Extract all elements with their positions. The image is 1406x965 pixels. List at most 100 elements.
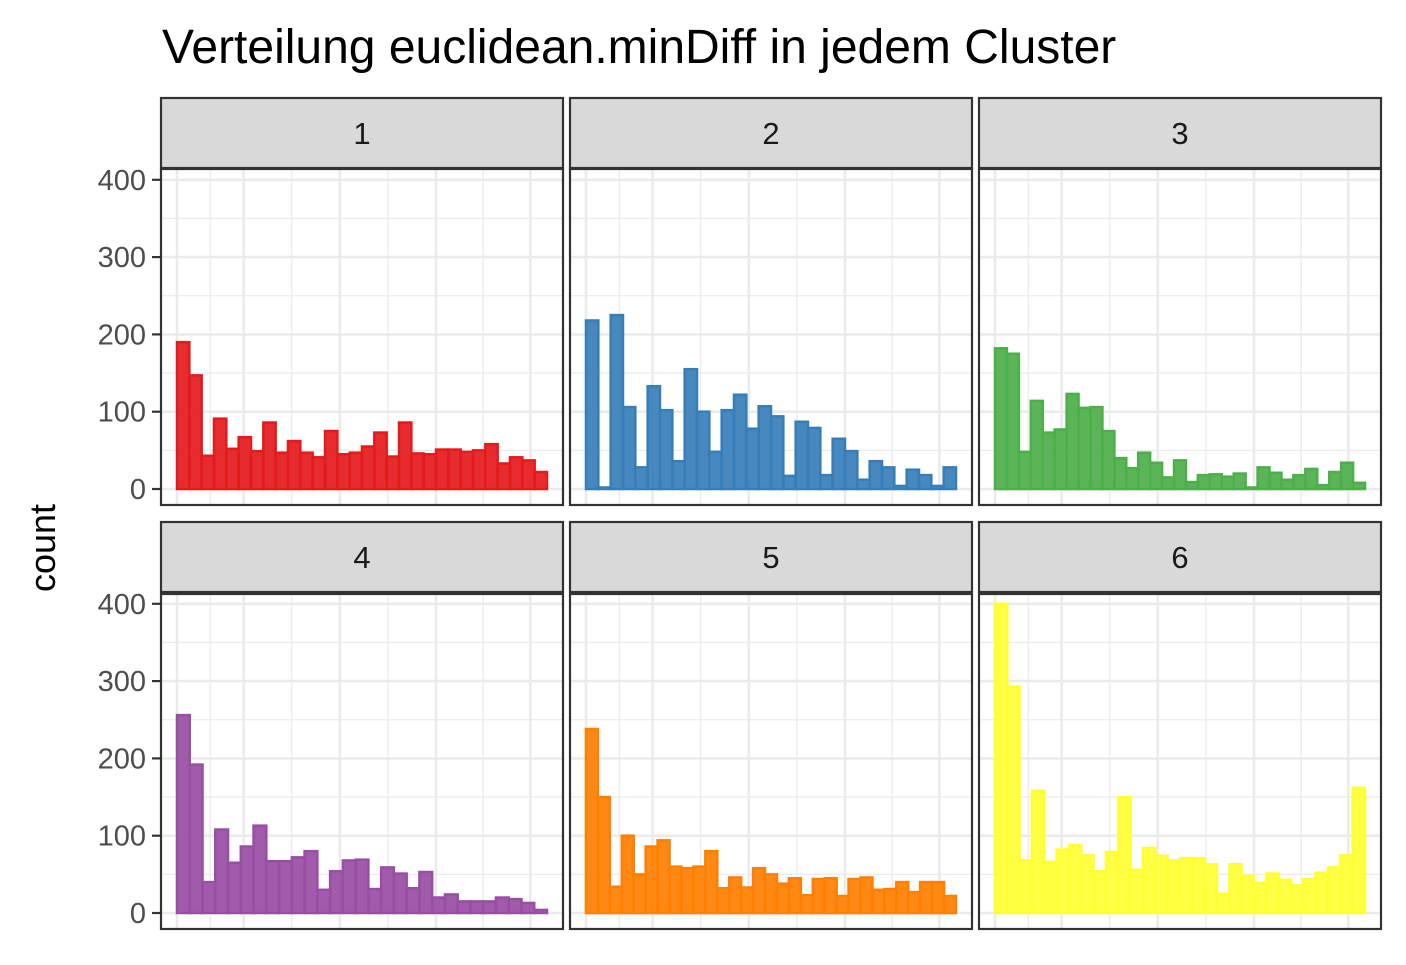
histogram-bar (893, 484, 908, 491)
histogram-bar (917, 473, 933, 491)
histogram-bar (471, 449, 487, 491)
histogram-bar (397, 421, 413, 491)
histogram-bar (1077, 406, 1092, 491)
histogram-bar (1029, 399, 1044, 491)
histogram-bar (323, 429, 339, 491)
histogram-bar (1005, 352, 1021, 491)
histogram-bar (311, 456, 327, 491)
histogram-bar (1136, 451, 1152, 491)
histogram-bar (1304, 467, 1319, 491)
histogram-bar (430, 896, 447, 915)
histogram-bar (1191, 856, 1206, 915)
facet-panel-4: 4 0 100 200 300 400 (98, 520, 565, 931)
facet-strip-6 (977, 520, 1383, 594)
histogram-bar (200, 454, 216, 491)
histogram-bar (847, 877, 862, 915)
histogram-bar (708, 450, 723, 491)
histogram-bar (823, 876, 838, 915)
histogram-bar (262, 421, 277, 491)
y-tick-label: 100 (98, 397, 146, 429)
histogram-bar (1220, 475, 1235, 491)
histogram-bar (456, 900, 472, 915)
histogram-bar (459, 450, 475, 491)
histogram-bar (769, 415, 785, 491)
histogram-bar (443, 893, 459, 915)
histogram-bar (596, 795, 612, 915)
histogram-bar (1256, 466, 1271, 491)
histogram-bar (1228, 863, 1243, 915)
histogram-bar (716, 887, 731, 915)
histogram-bar (668, 865, 683, 915)
panel-border (159, 592, 565, 931)
facet-strip-5 (568, 520, 974, 594)
histogram-bar (1184, 480, 1200, 491)
histogram-bar (252, 824, 268, 915)
histogram-bar (608, 885, 624, 915)
y-axis-label: count (22, 504, 63, 592)
histogram-bar (683, 367, 699, 491)
histogram-bar (481, 900, 498, 915)
histogram-bar (354, 858, 370, 915)
histogram-bar (484, 442, 499, 491)
y-tick-label: 200 (98, 319, 146, 351)
y-tick-label: 0 (130, 474, 146, 506)
facet-strip-label-2: 2 (762, 116, 779, 151)
histogram-bar (720, 408, 736, 491)
histogram-bar (385, 455, 401, 491)
histogram-bar (212, 417, 228, 491)
histogram-bar (763, 873, 779, 915)
histogram-bar (942, 894, 958, 915)
histogram-bar (237, 435, 253, 491)
histogram-bar (597, 486, 612, 491)
histogram-bar (1092, 870, 1108, 915)
histogram-bar (646, 384, 662, 491)
histogram-bar (188, 763, 204, 915)
histogram-bar (507, 897, 523, 915)
histogram-bar (1268, 471, 1283, 491)
histogram-bar (1302, 877, 1317, 915)
histogram-bar (533, 470, 549, 491)
histogram-bar (469, 900, 485, 915)
histogram-bar (993, 347, 1009, 491)
histogram-bar (1113, 456, 1128, 491)
histogram-bar (856, 478, 871, 491)
histogram-bar (1339, 461, 1355, 491)
histogram-bar (819, 473, 834, 491)
histogram-bar (859, 876, 874, 915)
histogram-bar (1280, 478, 1295, 491)
histogram-bar (775, 882, 791, 915)
histogram-bar (494, 896, 510, 915)
histogram-bar (1314, 871, 1330, 915)
histogram-bar (410, 452, 425, 491)
facet-strip-label-5: 5 (762, 540, 779, 575)
histogram-bar (290, 856, 306, 915)
histogram-bar (367, 887, 383, 915)
histogram-bar (671, 459, 686, 491)
y-tick-label: 200 (98, 743, 146, 775)
histogram-bar (745, 427, 760, 491)
histogram-bar (782, 474, 797, 491)
histogram-bar (521, 459, 536, 491)
histogram-bar (188, 374, 203, 491)
histogram-bar (620, 834, 635, 915)
histogram-bar (695, 410, 711, 491)
histogram-bar (1351, 786, 1367, 915)
histogram-bar (1030, 789, 1046, 915)
facet-grid: 1 0 100 200 300 400 2 3 4 0 100 200 300 400 5 6 (98, 96, 1383, 931)
histogram-bar (341, 859, 357, 915)
histogram-bar (1327, 470, 1343, 491)
histogram-bar (379, 866, 396, 915)
histogram-bar (739, 886, 755, 915)
histogram-bar (1148, 461, 1164, 491)
histogram-bar (658, 408, 674, 491)
panel-border (568, 167, 974, 507)
histogram-bar (175, 340, 191, 491)
histogram-bar (1232, 472, 1247, 491)
histogram-bar (496, 462, 512, 491)
histogram-bar (1196, 473, 1212, 491)
histogram-bar (225, 447, 240, 491)
y-tick-label: 300 (98, 242, 146, 274)
histogram-bar (811, 877, 826, 915)
histogram-bar (1160, 476, 1176, 491)
